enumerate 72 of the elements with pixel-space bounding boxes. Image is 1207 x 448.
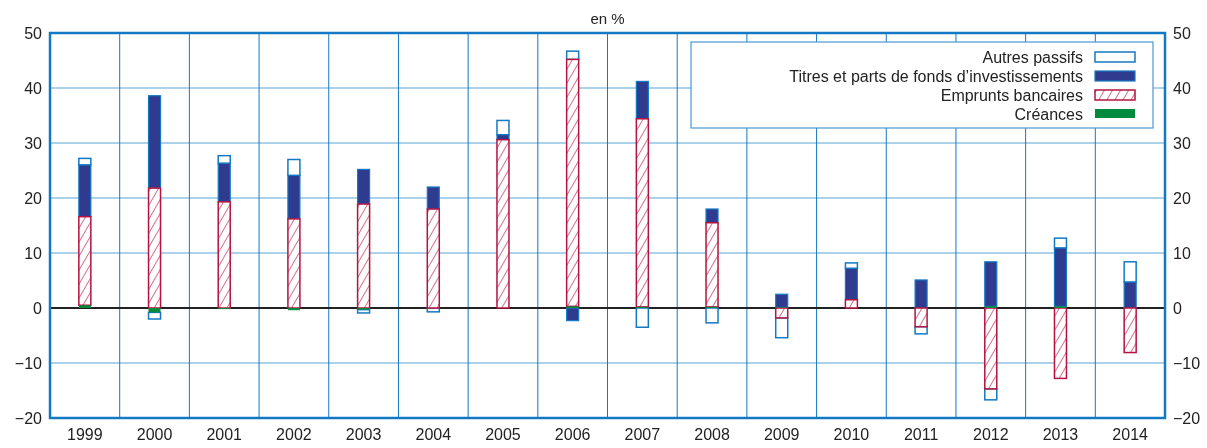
x-tick-label: 2004: [415, 426, 452, 443]
bar: [148, 308, 161, 313]
y-tick-label: 40: [24, 79, 43, 97]
y-tick-label: −10: [14, 354, 43, 372]
y-tick-label: 50: [24, 24, 43, 42]
y-tick-label: 30: [24, 134, 43, 152]
chart-subtitle: en %: [590, 10, 625, 27]
bar: [635, 118, 650, 308]
x-tick-label: 2000: [136, 426, 173, 443]
x-tick-label: 1999: [67, 426, 103, 443]
bar: [147, 311, 162, 320]
y2-tick-label: −20: [1173, 409, 1201, 427]
bar: [844, 299, 859, 309]
y2-tick-label: −10: [1173, 354, 1201, 372]
bar: [984, 307, 998, 390]
bar: [635, 80, 649, 120]
legend-label: Emprunts bancaires: [940, 87, 1083, 105]
bar: [914, 307, 928, 328]
bar: [984, 388, 998, 401]
bar: [775, 293, 789, 309]
x-tick-label: 2006: [554, 426, 591, 443]
x-tick-label: 2001: [206, 426, 243, 443]
x-tick-label: 2012: [972, 426, 1009, 443]
x-tick-label: 2009: [763, 426, 800, 443]
y-tick-label: 0: [33, 299, 43, 317]
y2-tick-label: 30: [1173, 134, 1191, 152]
bar: [287, 308, 300, 311]
x-tick-label: 2014: [1112, 426, 1149, 443]
x-tick-label: 2003: [345, 426, 382, 443]
bar: [426, 186, 440, 210]
x-tick-label: 2013: [1042, 426, 1079, 443]
y2-tick-label: 40: [1173, 79, 1191, 97]
y-tick-label: 10: [24, 244, 43, 262]
bar: [774, 307, 789, 319]
x-tick-label: 2008: [694, 426, 730, 443]
bar: [147, 95, 162, 189]
bar: [287, 218, 301, 309]
legend-label: Titres et parts de fonds d’investissements: [789, 68, 1083, 86]
legend-label: Créances: [1014, 106, 1083, 124]
bar: [635, 307, 650, 328]
bar: [356, 168, 371, 205]
x-tick-label: 2010: [833, 426, 870, 443]
x-tick-label: 2007: [624, 426, 661, 443]
bar: [78, 215, 92, 306]
bar: [426, 208, 441, 309]
bar: [1053, 307, 1068, 380]
bar: [496, 138, 510, 309]
bar: [565, 50, 580, 61]
bar: [496, 119, 510, 136]
y2-tick-label: 0: [1173, 299, 1182, 317]
bar: [356, 203, 371, 309]
x-tick-label: 2002: [276, 426, 312, 443]
bar: [705, 307, 719, 324]
y2-tick-label: 20: [1173, 189, 1191, 207]
bar: [914, 325, 928, 335]
bar: [78, 305, 91, 308]
bar: [914, 279, 928, 309]
bar: [565, 58, 580, 308]
bar: [147, 187, 162, 309]
bar: [1123, 307, 1137, 354]
legend-label: Autres passifs: [982, 49, 1083, 67]
y2-tick-label: 50: [1173, 24, 1191, 42]
bar: [705, 208, 719, 224]
bar: [566, 307, 580, 322]
bar: [984, 261, 998, 307]
bar: [217, 201, 231, 309]
y-tick-label: −20: [14, 409, 43, 427]
x-tick-label: 2005: [485, 426, 521, 443]
y-tick-label: 20: [24, 189, 43, 207]
x-tick-label: 2011: [903, 426, 939, 443]
y2-tick-label: 10: [1173, 244, 1191, 262]
bar: [705, 222, 719, 308]
